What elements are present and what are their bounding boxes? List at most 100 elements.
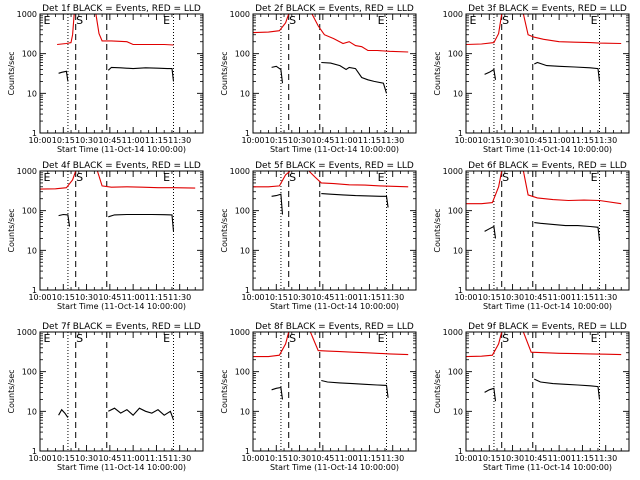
event-marker-label: E: [163, 171, 170, 184]
x-tick-label: 10:30: [501, 136, 524, 145]
x-tick-label: 10:15: [478, 136, 501, 145]
x-tick-label: 10:00: [28, 454, 51, 463]
events-series-line: [58, 213, 175, 232]
x-tick-label: 11:15: [358, 293, 381, 302]
y-tick-label: 100: [448, 207, 463, 216]
x-tick-label: 11:00: [548, 293, 571, 302]
y-tick-label: 100: [448, 50, 463, 59]
x-tick-label: 11:00: [335, 136, 358, 145]
x-tick-label: 10:15: [52, 136, 75, 145]
x-tick-label: 10:30: [288, 293, 311, 302]
x-tick-label: 10:30: [75, 454, 98, 463]
events-series-line: [271, 379, 389, 400]
x-tick-label: 11:00: [335, 293, 358, 302]
y-tick-label: 1: [458, 129, 463, 138]
x-tick-label: 11:15: [358, 136, 381, 145]
event-marker-label: S: [289, 171, 296, 184]
events-series-line: [271, 61, 388, 94]
plot-frame: [39, 13, 204, 134]
x-axis-label: Start Time (11-Oct-14 10:00:00): [270, 302, 399, 311]
y-tick-label: 100: [235, 50, 250, 59]
detector-panel-3: Det 3f BLACK = Events, RED = LLD 1 10 100 10…: [433, 4, 630, 154]
y-tick-label: 100: [22, 50, 37, 59]
x-tick-label: 11:15: [145, 293, 168, 302]
panel-title: Det 2f BLACK = Events, RED = LLD: [255, 4, 414, 14]
y-tick-label: 10: [453, 89, 463, 98]
detector-panel-9: Det 9f BLACK = Events, RED = LLD 1 10 100 10…: [433, 322, 630, 472]
event-marker-label: E: [591, 171, 598, 184]
y-tick-label: 100: [22, 368, 37, 377]
detector-panel-1: Det 1f BLACK = Events, RED = LLD 1 10 100 10…: [7, 4, 204, 154]
x-tick-label: 10:30: [75, 136, 98, 145]
y-tick-label: 1000: [443, 167, 463, 176]
panel-title: Det 3f BLACK = Events, RED = LLD: [468, 4, 627, 14]
y-tick-label: 1000: [230, 167, 250, 176]
x-tick-label: 10:45: [524, 136, 547, 145]
x-tick-label: 10:45: [311, 454, 334, 463]
plot-frame: [39, 331, 204, 452]
y-tick-label: 1000: [443, 328, 463, 337]
x-tick-label: 10:15: [265, 454, 288, 463]
x-tick-label: 10:00: [454, 293, 477, 302]
y-axis-label: Counts/sec: [220, 51, 229, 95]
event-marker-label: S: [76, 171, 83, 184]
x-tick-label: 11:30: [381, 454, 404, 463]
panel-title: Det 1f BLACK = Events, RED = LLD: [42, 4, 201, 14]
event-marker-label: E: [591, 332, 598, 345]
panel-title: Det 8f BLACK = Events, RED = LLD: [255, 322, 414, 332]
x-tick-label: 10:15: [265, 136, 288, 145]
x-tick-label: 10:45: [311, 136, 334, 145]
x-tick-label: 10:00: [28, 293, 51, 302]
plot-frame: [252, 331, 417, 452]
y-axis-label: Counts/sec: [7, 208, 16, 252]
x-tick-label: 10:45: [98, 293, 121, 302]
detector-panel-2: Det 2f BLACK = Events, RED = LLD 1 10 100 10…: [220, 4, 417, 154]
x-tick-label: 10:45: [98, 454, 121, 463]
event-marker-label: E: [163, 332, 170, 345]
x-tick-label: 11:00: [548, 454, 571, 463]
lld-series-line: [253, 332, 409, 358]
y-tick-label: 1000: [230, 10, 250, 19]
y-tick-label: 10: [240, 407, 250, 416]
lld-series-line: [253, 14, 409, 53]
y-tick-label: 1: [458, 447, 463, 456]
y-axis-label: Counts/sec: [433, 51, 442, 95]
x-tick-label: 11:30: [594, 454, 617, 463]
x-tick-label: 10:15: [478, 293, 501, 302]
x-tick-label: 11:30: [168, 454, 191, 463]
event-marker-label: E: [470, 14, 477, 27]
y-tick-label: 1: [245, 286, 250, 295]
panel-title: Det 7f BLACK = Events, RED = LLD: [42, 322, 201, 332]
panel-title: Det 5f BLACK = Events, RED = LLD: [255, 161, 414, 171]
detector-panel-8: Det 8f BLACK = Events, RED = LLD 1 10 100 10…: [220, 322, 417, 472]
y-axis-label: Counts/sec: [220, 208, 229, 252]
event-marker-label: E: [163, 14, 170, 27]
x-tick-label: 11:15: [145, 136, 168, 145]
events-series-line: [271, 193, 389, 215]
x-tick-label: 11:00: [122, 136, 145, 145]
event-marker-label: S: [502, 332, 509, 345]
event-marker-label: S: [76, 14, 83, 27]
panel-title: Det 6f BLACK = Events, RED = LLD: [468, 161, 627, 171]
plot-frame: [252, 170, 417, 291]
x-tick-label: 10:30: [288, 454, 311, 463]
detector-panel-4: Det 4f BLACK = Events, RED = LLD 1 10 100 10…: [7, 161, 204, 311]
x-tick-label: 11:15: [358, 454, 381, 463]
events-series-line: [58, 407, 175, 421]
y-tick-label: 100: [235, 368, 250, 377]
plot-frame: [465, 331, 630, 452]
y-tick-label: 10: [240, 89, 250, 98]
x-tick-label: 10:00: [241, 136, 264, 145]
y-axis-label: Counts/sec: [433, 369, 442, 413]
x-tick-label: 11:00: [122, 293, 145, 302]
x-tick-label: 10:00: [241, 293, 264, 302]
y-tick-label: 100: [448, 368, 463, 377]
y-tick-label: 1000: [230, 328, 250, 337]
x-tick-label: 11:00: [548, 136, 571, 145]
x-tick-label: 11:30: [594, 293, 617, 302]
y-tick-label: 1: [245, 447, 250, 456]
x-tick-label: 11:00: [122, 454, 145, 463]
x-tick-label: 10:45: [98, 136, 121, 145]
y-axis-label: Counts/sec: [7, 51, 16, 95]
